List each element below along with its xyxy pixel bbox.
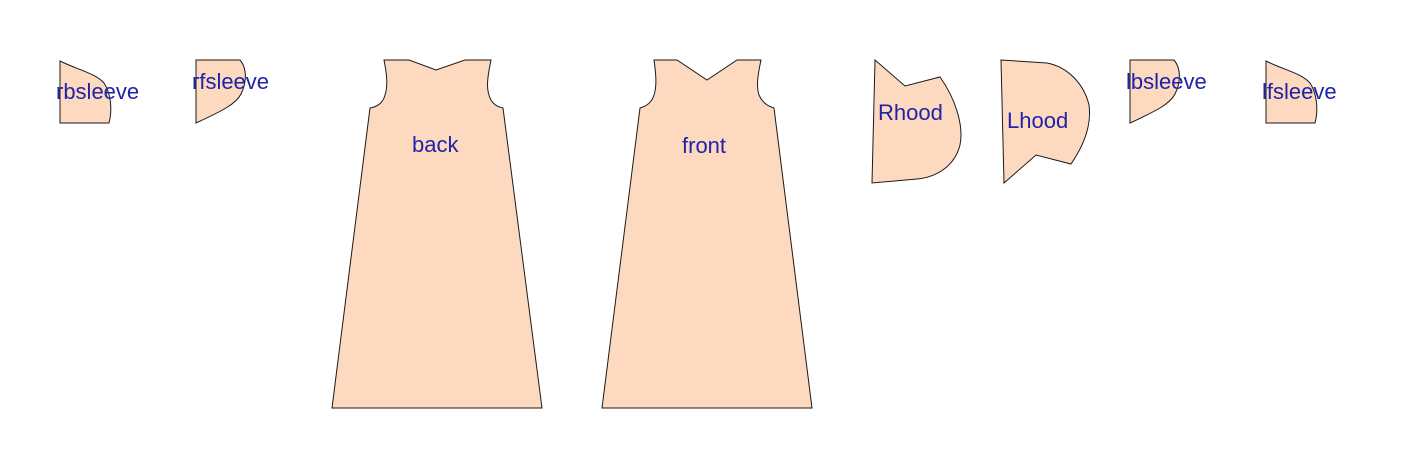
pattern-piece-front[interactable]: front [601,59,813,409]
rhood-shape [871,58,962,184]
rbsleeve-shape [59,60,112,124]
pattern-piece-rhood[interactable]: Rhood [871,58,962,184]
front-shape [601,59,813,409]
lhood-label: Lhood [1007,108,1068,133]
lfsleeve-label: lfsleeve [1262,79,1337,104]
lfsleeve-shape [1265,60,1318,124]
rfsleeve-shape [195,59,246,124]
rhood-label: Rhood [878,100,943,125]
pattern-piece-rfsleeve[interactable]: rfsleeve [192,59,269,124]
back-shape [331,59,543,409]
lbsleeve-shape [1129,59,1180,124]
rbsleeve-label: rbsleeve [56,79,139,104]
lbsleeve-label: lbsleeve [1126,69,1207,94]
back-label: back [412,132,459,157]
pattern-piece-rbsleeve[interactable]: rbsleeve [56,60,139,124]
pattern-piece-lhood[interactable]: Lhood [1000,59,1091,185]
pattern-piece-back[interactable]: back [331,59,543,409]
pattern-piece-lfsleeve[interactable]: lfsleeve [1262,60,1337,124]
lhood-shape [1000,59,1091,185]
front-label: front [682,133,726,158]
rfsleeve-label: rfsleeve [192,69,269,94]
pattern-piece-lbsleeve[interactable]: lbsleeve [1126,59,1207,124]
